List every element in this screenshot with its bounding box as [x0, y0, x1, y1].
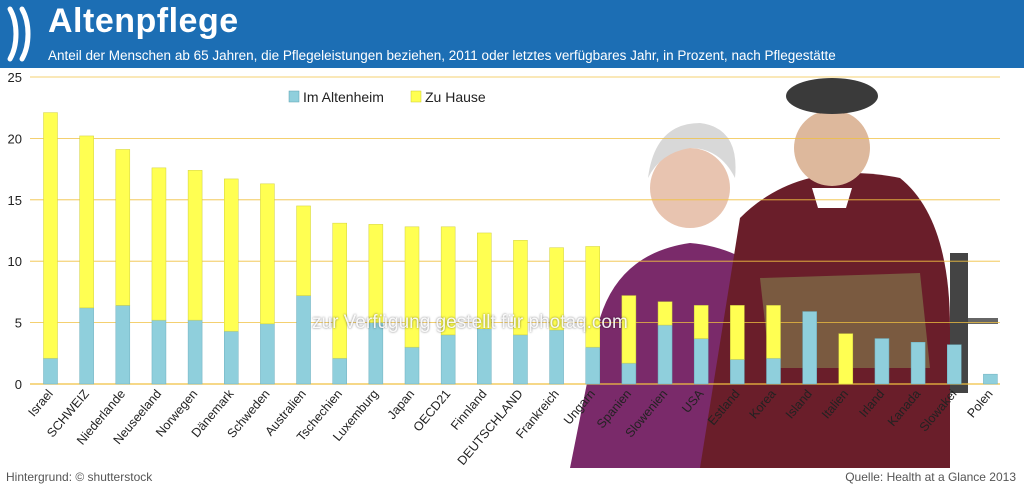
bar-hause: [296, 205, 311, 296]
x-tick-label: Japan: [385, 387, 418, 422]
bar-hause: [766, 305, 781, 359]
bar-heim: [657, 324, 673, 385]
bar-hause: [368, 224, 384, 323]
bar-heim: [296, 295, 311, 385]
bar-heim: [477, 328, 492, 385]
bar-hause: [440, 226, 456, 336]
legend-swatch-heim: [288, 90, 300, 103]
chart-subtitle: Anteil der Menschen ab 65 Jahren, die Pf…: [48, 48, 836, 63]
bar-heim: [151, 319, 167, 385]
y-tick-label: 0: [15, 377, 22, 392]
bar-heim: [224, 330, 239, 385]
x-tick-label: Polen: [964, 387, 995, 421]
legend-label-heim: Im Altenheim: [303, 89, 384, 105]
bar-hause: [79, 135, 94, 309]
source-note: Quelle: Health at a Glance 2013: [845, 470, 1016, 484]
bar-hause: [115, 149, 131, 306]
bar-hause: [585, 246, 600, 348]
bar-heim: [43, 357, 58, 385]
bar-heim: [766, 357, 781, 385]
bar-series: [43, 112, 998, 385]
bar-hause: [513, 240, 528, 336]
bar-hause: [260, 183, 275, 325]
bar-heim: [549, 329, 564, 385]
bar-heim: [874, 338, 890, 385]
bar-heim: [79, 307, 94, 385]
legend-swatch-hause: [410, 90, 422, 103]
bar-hause: [404, 226, 420, 348]
y-tick-label: 5: [15, 316, 22, 331]
bar-hause: [187, 170, 203, 321]
y-tick-label: 15: [8, 193, 22, 208]
bar-heim: [947, 344, 962, 385]
bar-heim: [983, 373, 998, 385]
y-axis: 0 5 10 15 20 25: [8, 70, 22, 392]
header-bar: Altenpflege Anteil der Menschen ab 65 Ja…: [0, 0, 1024, 68]
bar-heim: [440, 334, 456, 385]
bar-hause: [43, 112, 58, 359]
x-tick-label: OECD21: [411, 387, 454, 434]
bar-heim: [802, 311, 817, 385]
y-tick-label: 10: [8, 254, 22, 269]
bar-heim: [187, 319, 203, 385]
bar-hause: [549, 247, 564, 331]
background-credit: Hintergrund: © shutterstock: [6, 470, 153, 484]
bar-hause: [657, 301, 673, 326]
x-tick-label: Israel: [25, 387, 55, 419]
bar-heim: [404, 346, 420, 385]
bar-hause: [224, 178, 239, 332]
bar-hause: [693, 305, 709, 339]
legend: Im Altenheim Zu Hause: [288, 89, 486, 105]
bar-heim: [910, 341, 926, 385]
oecd-logo-icon: [7, 6, 31, 62]
bar-hause: [621, 295, 637, 364]
legend-label-hause: Zu Hause: [425, 89, 486, 105]
page-title: Altenpflege: [48, 2, 239, 40]
watermark-text: zur Verfügung gestellt für photaq.com: [312, 312, 628, 333]
bar-heim: [621, 362, 637, 385]
bar-heim: [260, 323, 275, 385]
bar-hause: [332, 222, 347, 359]
bar-hause: [477, 232, 492, 329]
bar-heim: [585, 346, 600, 385]
y-tick-label: 25: [8, 70, 22, 85]
y-tick-label: 20: [8, 131, 22, 146]
bar-heim: [115, 305, 131, 385]
x-tick-label: DEUTSCHLAND: [455, 387, 526, 468]
bar-heim: [693, 338, 709, 385]
bar-hause: [730, 305, 745, 360]
bar-heim: [332, 357, 347, 385]
bar-hause: [838, 333, 854, 385]
bar-heim: [730, 359, 745, 385]
bar-heim: [513, 334, 528, 385]
bar-hause: [151, 167, 167, 321]
